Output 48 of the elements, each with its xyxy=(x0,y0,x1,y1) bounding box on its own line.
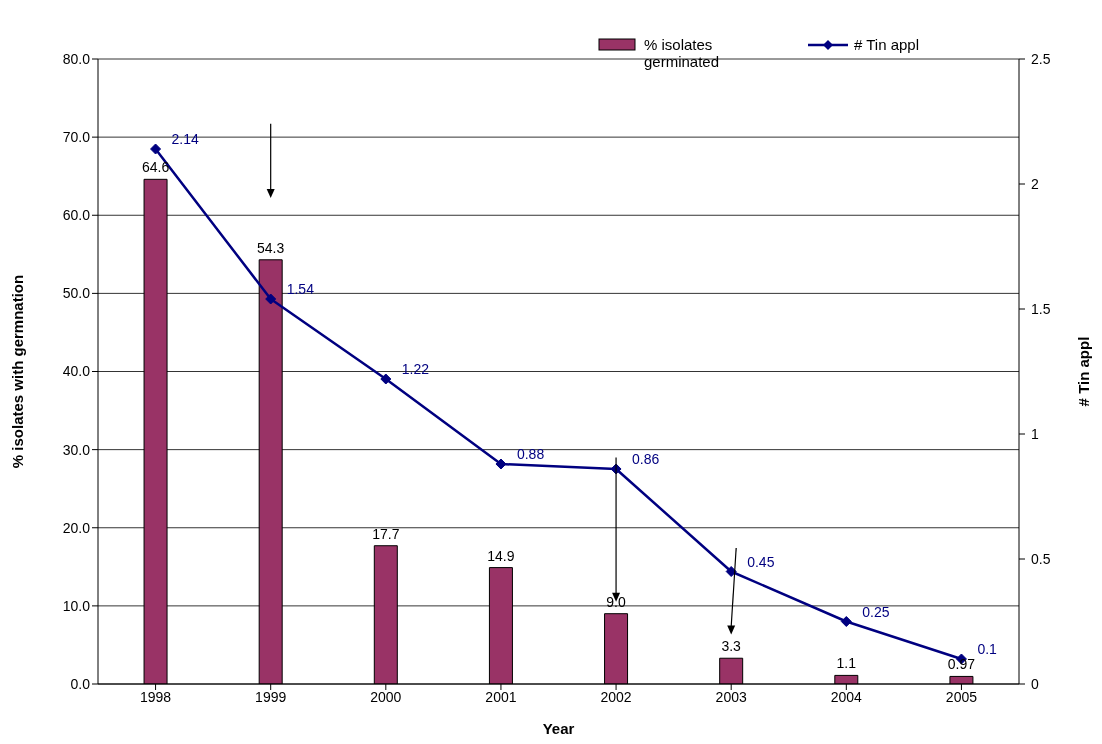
x-tick-label: 1999 xyxy=(255,688,287,705)
point xyxy=(840,616,852,627)
x-tick-label: 2004 xyxy=(830,688,863,705)
data-label: 64.6 xyxy=(141,159,170,176)
y-tick-label: 60.0 xyxy=(62,207,91,224)
y-tick-label: 30.0 xyxy=(62,441,91,458)
y-tick-label: 20.0 xyxy=(62,519,91,536)
data-label: 0.1 xyxy=(977,641,998,657)
data-label: 2.14 xyxy=(171,131,200,147)
legend-label: # Tin appl xyxy=(854,36,920,53)
y2-tick-label: 2 xyxy=(1031,176,1039,192)
x-tick-label: 2003 xyxy=(715,688,747,705)
data-label: 54.3 xyxy=(257,239,285,256)
x-tick-label: 2005 xyxy=(945,688,978,705)
x-axis-title: Year xyxy=(542,720,575,737)
x-tick-label: 1998 xyxy=(139,688,172,705)
data-label: 0.25 xyxy=(862,603,890,620)
data-label: 0.97 xyxy=(947,656,976,673)
data-label: 9.0 xyxy=(606,593,626,610)
data-label: 0.45 xyxy=(747,553,775,570)
point xyxy=(380,373,392,385)
data-label: 14.9 xyxy=(487,547,515,564)
point xyxy=(150,143,162,155)
data-label: 0.86 xyxy=(632,451,660,467)
y-tick-label: 80.0 xyxy=(62,50,91,67)
y-tick-label: 0.0 xyxy=(70,675,91,692)
y-axis-title: % isolates with germnation xyxy=(9,274,27,469)
y2-tick-label: 1 xyxy=(1031,426,1039,442)
y-tick-label: 70.0 xyxy=(62,129,91,146)
data-label: 0.88 xyxy=(516,446,545,462)
data-label: 17.7 xyxy=(372,525,400,542)
y2-tick-label: 2.5 xyxy=(1031,51,1051,67)
data-label: 1.1 xyxy=(836,655,857,672)
y-tick-label: 40.0 xyxy=(62,363,91,380)
y2-tick-label: 0 xyxy=(1031,676,1039,692)
y-tick-label: 10.0 xyxy=(62,597,91,614)
x-tick-label: 2001 xyxy=(485,688,517,705)
y-tick-label: 50.0 xyxy=(62,285,91,302)
data-label: 3.3 xyxy=(721,638,742,655)
x-tick-label: 2000 xyxy=(370,688,402,705)
legend-label: % isolates germinated xyxy=(644,36,721,70)
x-tick-label: 2002 xyxy=(600,688,632,705)
point xyxy=(265,293,277,305)
data-label: 1.54 xyxy=(286,281,315,297)
y2-axis-title: # Tin appl xyxy=(1075,336,1093,407)
point xyxy=(725,566,737,577)
y2-tick-label: 0.5 xyxy=(1031,551,1051,567)
y2-tick-label: 1.5 xyxy=(1031,301,1051,317)
